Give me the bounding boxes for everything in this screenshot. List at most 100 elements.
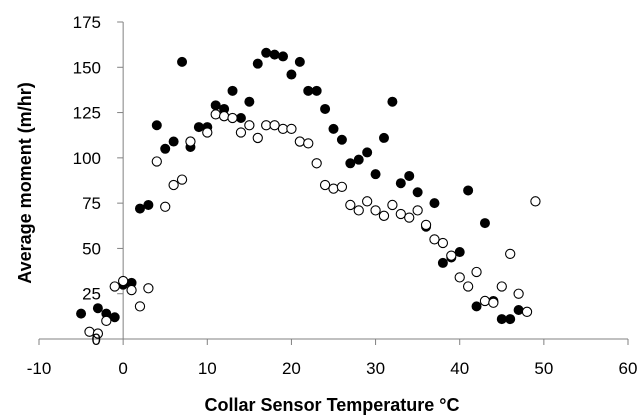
filled-data-point: [261, 47, 272, 58]
open-data-point: [437, 237, 449, 249]
open-data-point: [370, 205, 381, 216]
y-tick-label: 75: [82, 194, 101, 213]
open-data-point: [244, 120, 255, 131]
filled-data-point: [278, 51, 289, 62]
open-data-point: [336, 181, 348, 192]
filled-data-point: [227, 85, 238, 96]
open-data-point: [210, 109, 221, 120]
filled-data-point: [168, 136, 179, 147]
filled-data-point: [412, 187, 423, 198]
filled-data-point: [395, 178, 406, 189]
open-data-point: [185, 136, 196, 147]
open-data-point: [471, 266, 482, 278]
open-data-point: [513, 288, 524, 299]
filled-data-point: [160, 143, 171, 154]
filled-data-point: [252, 58, 263, 69]
series-2: [84, 109, 541, 339]
filled-data-point: [92, 303, 103, 314]
filled-data-point: [496, 314, 507, 325]
open-data-point: [294, 136, 305, 147]
y-tick-label: 0: [92, 330, 101, 349]
filled-data-point: [177, 56, 188, 67]
x-tick-label: 10: [198, 359, 217, 378]
filled-data-point: [362, 147, 373, 158]
open-data-point: [446, 250, 457, 261]
y-axis-title: Average moment (m/hr): [15, 82, 35, 283]
filled-data-point: [471, 301, 482, 312]
filled-data-point: [193, 122, 204, 133]
open-data-point: [134, 301, 146, 312]
y-tick-label: 50: [82, 239, 101, 258]
open-data-point: [92, 328, 104, 339]
open-data-point: [286, 123, 297, 135]
filled-data-point: [370, 169, 381, 180]
filled-data-point: [404, 170, 415, 181]
filled-data-point: [294, 56, 305, 67]
open-data-point: [252, 132, 263, 144]
open-data-point: [151, 156, 162, 167]
open-data-point: [488, 297, 499, 308]
open-data-point: [454, 272, 465, 283]
open-data-point: [319, 179, 331, 191]
open-data-point: [311, 158, 322, 169]
y-tick-label: 150: [73, 58, 101, 77]
filled-data-point: [454, 247, 465, 258]
open-data-point: [277, 123, 289, 135]
x-tick-label: 20: [282, 359, 301, 378]
open-data-point: [412, 205, 423, 216]
open-data-point: [328, 183, 339, 194]
open-data-point: [109, 281, 120, 292]
filled-data-point: [244, 96, 255, 107]
open-data-point: [505, 248, 516, 260]
y-tick-label: 125: [73, 104, 101, 123]
open-data-point: [530, 196, 541, 207]
filled-data-point: [345, 158, 356, 169]
open-data-point: [117, 275, 129, 287]
filled-data-point: [353, 154, 364, 165]
filled-data-point: [134, 203, 145, 214]
x-tick-label: 50: [534, 359, 553, 378]
filled-data-point: [210, 100, 221, 111]
open-data-point: [176, 174, 188, 185]
open-data-point: [420, 219, 432, 231]
y-tick-label: 175: [73, 13, 101, 32]
open-data-point: [126, 284, 137, 296]
filled-data-point: [303, 85, 314, 96]
open-data-point: [261, 120, 272, 131]
filled-data-point: [269, 49, 280, 60]
filled-data-point: [143, 199, 154, 210]
filled-data-point: [429, 198, 440, 209]
open-data-point: [202, 127, 213, 138]
open-data-point: [387, 199, 398, 211]
filled-data-point: [437, 257, 448, 268]
filled-data-point: [109, 312, 120, 323]
open-data-point: [303, 138, 314, 149]
open-data-point: [269, 120, 280, 131]
open-data-point: [168, 179, 179, 191]
open-data-point: [353, 205, 364, 216]
filled-data-point: [286, 69, 297, 80]
x-tick-label: -10: [27, 359, 52, 378]
open-data-point: [395, 208, 406, 220]
open-data-point: [345, 199, 356, 211]
x-tick-label: 0: [118, 359, 127, 378]
series-1: [76, 47, 524, 325]
filled-data-point: [505, 314, 516, 325]
open-data-point: [160, 201, 171, 212]
open-data-point: [462, 281, 474, 292]
filled-data-point: [513, 305, 524, 316]
open-data-point: [235, 127, 247, 138]
filled-data-point: [320, 103, 331, 114]
open-data-point: [479, 295, 491, 307]
filled-data-point: [479, 218, 490, 229]
open-data-point: [378, 210, 390, 221]
x-tick-label: 40: [450, 359, 469, 378]
open-data-point: [227, 112, 238, 124]
x-axis-tick-labels: -10 0 10 20 30 40 50 60: [27, 359, 638, 378]
filled-data-point: [378, 132, 389, 143]
filled-data-point: [76, 308, 87, 319]
open-data-point: [218, 111, 230, 122]
filled-data-point: [328, 123, 339, 134]
filled-data-point: [311, 85, 322, 96]
